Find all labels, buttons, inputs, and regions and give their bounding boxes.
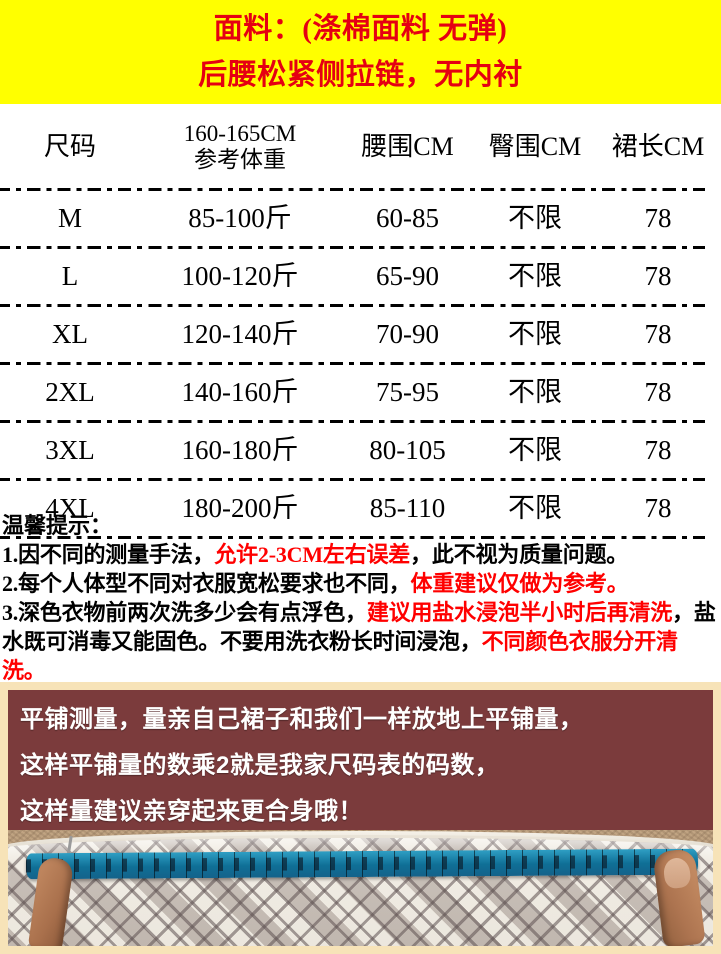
tip-item-3: 3.深色衣物前两次洗多少会有点浮色，建议用盐水浸泡半小时后再清洗，盐水既可消毒又… (2, 598, 721, 685)
cell-weight: 120-140斤 (181, 319, 299, 350)
table-divider (0, 478, 705, 481)
table-divider (0, 362, 705, 365)
header-weight-label: 参考体重 (194, 147, 286, 172)
cell-size: L (61, 261, 79, 292)
tip-3-highlight-1: 建议用盐水浸泡半小时后再清洗 (366, 600, 673, 625)
fabric-banner: 面料：(涤棉面料 无弹) 后腰松紧侧拉链，无内衬 (0, 0, 721, 104)
header-weight-height: 160-165CM (183, 121, 297, 147)
tip-1-part-1: 1.因不同的测量手法， (2, 542, 215, 567)
cell-weight: 160-180斤 (181, 435, 299, 466)
tip-1-highlight: 允许2-3CM左右误差 (214, 542, 411, 567)
cell-hip: 不限 (508, 203, 562, 234)
measurement-photo-block: 平铺测量，量亲自己裙子和我们一样放地上平铺量， 这样平铺量的数乘2就是我家尺码表… (0, 682, 721, 954)
cell-length: 78 (644, 203, 672, 234)
fabric-banner-line-2: 后腰松紧侧拉链，无内衬 (198, 59, 523, 91)
cell-length: 78 (644, 377, 672, 408)
table-row: 2XL 140-160斤 75-95 不限 78 (0, 365, 721, 420)
cell-size: 4XL (45, 493, 95, 524)
table-row: 3XL 160-180斤 80-105 不限 78 (0, 423, 721, 478)
tip-3-part-1: 3.深色衣物前两次洗多少会有点浮色， (2, 600, 367, 625)
cell-waist: 85-110 (369, 493, 446, 524)
instruction-banner (8, 690, 713, 830)
tip-item-1: 1.因不同的测量手法，允许2-3CM左右误差，此不视为质量问题。 (2, 540, 721, 569)
cell-weight: 85-100斤 (188, 203, 292, 234)
table-row: M 85-100斤 60-85 不限 78 (0, 191, 721, 246)
tip-3-highlight-2: 不同颜色衣服分开清洗。 (2, 629, 678, 683)
table-row: 4XL 180-200斤 85-110 不限 78 (0, 481, 721, 536)
table-divider (0, 536, 705, 539)
table-divider (0, 420, 705, 423)
tape-ticks (25, 854, 699, 873)
header-length: 裙长CM (611, 132, 705, 162)
cell-waist: 70-90 (376, 319, 439, 350)
table-divider (0, 188, 705, 191)
header-size: 尺码 (43, 132, 96, 162)
tip-2-highlight: 体重建议仅做为参考。 (410, 571, 629, 596)
table-divider (0, 246, 705, 249)
cell-weight: 180-200斤 (181, 493, 299, 524)
measuring-tape-icon (25, 848, 699, 880)
table-row: XL 120-140斤 70-90 不限 78 (0, 307, 721, 362)
cell-hip: 不限 (508, 435, 562, 466)
cell-size: 2XL (45, 377, 95, 408)
tips-section: 温馨提示： 1.因不同的测量手法，允许2-3CM左右误差，此不视为质量问题。 2… (0, 512, 721, 685)
cell-length: 78 (644, 319, 672, 350)
cell-size: 3XL (45, 435, 95, 466)
tip-2-part-1: 2.每个人体型不同对衣服宽松要求也不同， (2, 571, 411, 596)
cell-waist: 80-105 (369, 435, 446, 466)
tip-item-2: 2.每个人体型不同对衣服宽松要求也不同，体重建议仅做为参考。 (2, 569, 721, 598)
cell-hip: 不限 (508, 493, 562, 524)
cell-hip: 不限 (508, 377, 562, 408)
table-row: L 100-120斤 65-90 不限 78 (0, 249, 721, 304)
tip-3-part-3: ，盐水既可消毒又能固色。不要用洗衣粉长时间浸泡， (2, 600, 716, 654)
cell-size: XL (52, 319, 88, 350)
header-hip: 臀围CM (488, 132, 582, 162)
cell-length: 78 (644, 261, 672, 292)
cell-weight: 140-160斤 (181, 377, 299, 408)
header-weight: 160-165CM 参考体重 (140, 121, 340, 173)
instruction-line-3: 这样量建议亲穿起来更合身哦！ (20, 798, 363, 825)
instruction-line-2: 这样平铺量的数乘2就是我家尺码表的码数， (20, 752, 500, 779)
fabric-banner-line-1: 面料：(涤棉面料 无弹) (213, 13, 508, 45)
cell-size: M (57, 203, 82, 234)
measurement-photo: 平铺测量，量亲自己裙子和我们一样放地上平铺量， 这样平铺量的数乘2就是我家尺码表… (8, 690, 713, 946)
table-header-row: 尺码 160-165CM 参考体重 腰围CM 臀围CM 裙长CM (0, 106, 721, 188)
header-waist: 腰围CM (361, 132, 454, 162)
cell-hip: 不限 (508, 261, 562, 292)
cell-hip: 不限 (508, 319, 562, 350)
table-divider (0, 304, 705, 307)
tips-title: 温馨提示： (2, 513, 113, 538)
cell-waist: 65-90 (376, 261, 439, 292)
tip-1-part-3: ，此不视为质量问题。 (410, 542, 629, 567)
cell-waist: 60-85 (376, 203, 439, 234)
cell-weight: 100-120斤 (181, 261, 299, 292)
instruction-line-1: 平铺测量，量亲自己裙子和我们一样放地上平铺量， (20, 706, 584, 733)
cell-length: 78 (644, 493, 672, 524)
cell-length: 78 (644, 435, 672, 466)
cell-waist: 75-95 (376, 377, 439, 408)
size-table: 尺码 160-165CM 参考体重 腰围CM 臀围CM 裙长CM M 85-10… (0, 106, 721, 539)
